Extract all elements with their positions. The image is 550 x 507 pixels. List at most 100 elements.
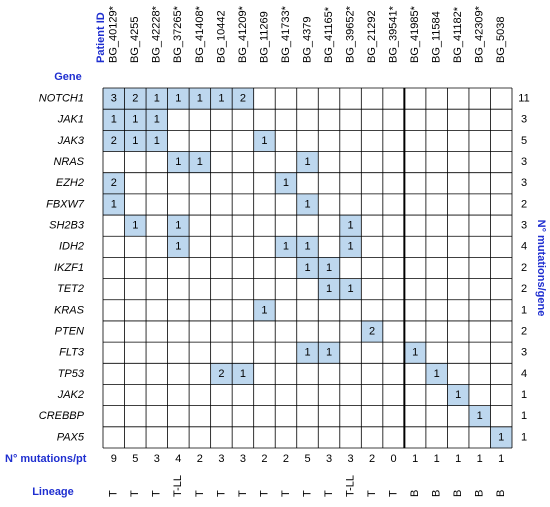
cell [296,299,319,321]
patient-total: 2 [283,453,289,465]
patient-id: BG_41408* [194,5,206,63]
cell [189,193,211,216]
cell [339,342,362,364]
gene-total: 3 [521,220,527,232]
cell [103,236,125,258]
cell [167,193,190,216]
cell [318,193,340,216]
cell [275,88,297,110]
cell [124,426,147,448]
cell [339,405,362,427]
gene-total: 2 [521,198,527,210]
cell-value: 1 [132,220,138,232]
cell [275,363,297,385]
cell [124,151,147,173]
gene-name: JAK1 [57,114,84,126]
cell [339,363,362,385]
cell [232,88,254,110]
cell [318,363,340,385]
cell [361,426,383,448]
patient-id: BG_37265* [172,5,184,63]
cell [468,109,491,131]
patient-total: 3 [154,453,160,465]
cell-value: 2 [369,325,375,337]
cell [275,278,297,300]
gene-name: FBXW7 [46,198,85,210]
cell [425,109,448,131]
cell [361,257,383,279]
gene-total: 3 [521,114,527,126]
lineage: B [431,490,443,497]
lineage: T-LL [172,475,184,497]
cell [103,320,125,343]
cell [189,405,211,427]
cell [361,88,383,110]
cell [382,405,405,427]
cell [189,278,211,300]
gene-total: 3 [521,347,527,359]
cell [210,130,233,152]
cell [339,109,362,131]
cell [124,299,147,321]
cell [447,215,469,237]
cell [146,130,168,152]
cell [339,426,362,448]
cell-value: 1 [218,92,224,104]
cell [425,193,448,216]
gene-total: 1 [521,410,527,422]
cell-value: 1 [154,135,160,147]
cell-value: 1 [132,135,138,147]
cell [232,384,254,406]
cell [361,342,383,364]
cell [318,299,340,321]
cell [447,426,469,448]
cell-value: 1 [283,177,289,189]
cell [490,257,512,279]
patient-id: BG_39541* [388,5,400,63]
cell-value: 1 [154,92,160,104]
gene-total: 3 [521,177,527,189]
cell [146,320,168,343]
cell-value: 1 [197,156,203,168]
cell [296,236,319,258]
cell [275,299,297,321]
cell [468,320,491,343]
cell [296,278,319,300]
cell [189,257,211,279]
lineage: T [151,490,163,497]
cell [146,363,168,385]
cell [339,193,362,216]
cell [425,426,448,448]
cell [447,88,469,110]
cell [382,320,405,343]
cell [167,405,190,427]
cell [103,405,125,427]
cell [404,320,426,343]
cell [318,426,340,448]
cell [425,384,448,406]
cell-value: 1 [132,114,138,126]
cell [232,109,254,131]
cell-value: 1 [175,156,181,168]
cell [296,88,319,110]
cell [189,384,211,406]
cell-value: 2 [132,92,138,104]
cell [167,342,190,364]
cell [275,320,297,343]
patient-total: 2 [261,453,267,465]
gene-name: NOTCH1 [39,92,84,104]
cell [490,193,512,216]
cell [167,257,190,279]
cell [275,342,297,364]
cell [210,384,233,406]
cell [124,88,147,110]
cell [425,257,448,279]
cell-value: 1 [111,198,117,210]
lineage: T-LL [344,475,356,497]
cell [447,172,469,194]
cell [275,109,297,131]
patient-id: BG_39652* [344,5,356,63]
gene-name: FLT3 [59,347,85,359]
patient-id: BG_4379 [301,17,313,63]
cell [146,151,168,173]
